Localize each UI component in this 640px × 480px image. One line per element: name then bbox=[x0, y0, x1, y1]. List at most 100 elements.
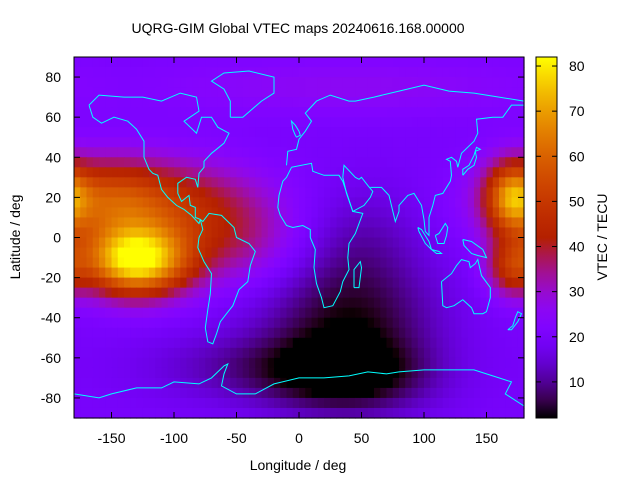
heatmap-cell bbox=[330, 347, 338, 359]
heatmap-cell bbox=[111, 177, 119, 188]
heatmap-cell bbox=[461, 207, 469, 219]
heatmap-cell bbox=[386, 227, 394, 239]
heatmap-cell bbox=[330, 227, 338, 239]
heatmap-cell bbox=[424, 97, 431, 108]
heatmap-cell bbox=[349, 157, 356, 168]
heatmap-cell bbox=[80, 177, 88, 188]
heatmap-cell bbox=[336, 87, 344, 98]
heatmap-cell bbox=[274, 257, 281, 269]
heatmap-cell bbox=[174, 167, 181, 178]
heatmap-cell bbox=[230, 177, 238, 188]
heatmap-cell bbox=[180, 377, 188, 389]
heatmap-cell bbox=[167, 277, 175, 289]
heatmap-cell bbox=[186, 407, 194, 419]
heatmap-cell bbox=[117, 257, 125, 269]
heatmap-cell bbox=[74, 407, 81, 419]
heatmap-cell bbox=[267, 407, 275, 419]
heatmap-cell bbox=[192, 357, 200, 369]
heatmap-cell bbox=[74, 77, 81, 88]
heatmap-cell bbox=[367, 177, 375, 188]
heatmap-cell bbox=[292, 377, 300, 389]
heatmap-cell bbox=[480, 407, 488, 419]
heatmap-cell bbox=[449, 377, 456, 389]
heatmap-cell bbox=[474, 187, 481, 198]
heatmap-cell bbox=[280, 137, 288, 148]
heatmap-cell bbox=[111, 287, 119, 299]
heatmap-cell bbox=[236, 147, 244, 158]
heatmap-cell bbox=[199, 207, 206, 219]
heatmap-cell bbox=[399, 237, 406, 249]
heatmap-cell bbox=[449, 137, 456, 148]
heatmap-cell bbox=[367, 97, 375, 108]
heatmap-cell bbox=[436, 207, 444, 219]
coastline bbox=[462, 146, 482, 176]
heatmap-cell bbox=[99, 157, 106, 168]
heatmap-cell bbox=[149, 147, 156, 158]
heatmap-cell bbox=[161, 387, 169, 399]
heatmap-cell bbox=[424, 317, 431, 329]
heatmap-cell bbox=[217, 77, 225, 88]
heatmap-cell bbox=[336, 377, 344, 389]
heatmap-cell bbox=[411, 57, 419, 68]
heatmap-cell bbox=[386, 387, 394, 399]
heatmap-cell bbox=[167, 327, 175, 339]
heatmap-cell bbox=[174, 147, 181, 158]
heatmap-cell bbox=[380, 237, 388, 249]
heatmap-cell bbox=[224, 397, 231, 409]
heatmap-cell bbox=[492, 67, 500, 78]
heatmap-cell bbox=[142, 357, 150, 369]
heatmap-cell bbox=[205, 127, 213, 138]
heatmap-cell bbox=[511, 167, 519, 178]
heatmap-cell bbox=[249, 397, 256, 409]
heatmap-cell bbox=[117, 197, 125, 209]
heatmap-cell bbox=[105, 347, 113, 359]
heatmap-cell bbox=[199, 257, 206, 269]
heatmap-cell bbox=[386, 377, 394, 389]
heatmap-cell bbox=[142, 407, 150, 419]
heatmap-cell bbox=[367, 147, 375, 158]
heatmap-cell bbox=[386, 267, 394, 279]
heatmap-cell bbox=[242, 367, 250, 379]
heatmap-cell bbox=[311, 257, 319, 269]
heatmap-cell bbox=[417, 157, 425, 168]
heatmap-cell bbox=[149, 257, 156, 269]
heatmap-cell bbox=[486, 177, 494, 188]
heatmap-cell bbox=[242, 327, 250, 339]
heatmap-cell bbox=[474, 337, 481, 349]
heatmap-cell bbox=[205, 377, 213, 389]
heatmap-cell bbox=[92, 267, 100, 279]
heatmap-cell bbox=[174, 337, 181, 349]
heatmap-cell bbox=[424, 397, 431, 409]
heatmap-cell bbox=[505, 237, 513, 249]
heatmap-cell bbox=[480, 137, 488, 148]
heatmap-cell bbox=[124, 257, 131, 269]
heatmap-cell bbox=[142, 77, 150, 88]
heatmap-cell bbox=[336, 327, 344, 339]
coastline bbox=[370, 104, 524, 237]
heatmap-cell bbox=[380, 357, 388, 369]
heatmap-cell bbox=[80, 297, 88, 309]
heatmap-cell bbox=[292, 147, 300, 158]
heatmap-cell bbox=[442, 347, 450, 359]
heatmap-cell bbox=[186, 117, 194, 128]
heatmap-cell bbox=[74, 207, 81, 219]
heatmap-cell bbox=[242, 107, 250, 118]
heatmap-cell bbox=[249, 357, 256, 369]
heatmap-cell bbox=[236, 237, 244, 249]
heatmap-cell bbox=[505, 87, 513, 98]
heatmap-cell bbox=[111, 277, 119, 289]
heatmap-cell bbox=[436, 317, 444, 329]
heatmap-cell bbox=[392, 97, 400, 108]
heatmap-cell bbox=[436, 107, 444, 118]
heatmap-cell bbox=[511, 137, 519, 148]
heatmap-cell bbox=[86, 307, 94, 319]
heatmap-cell bbox=[124, 57, 131, 68]
heatmap-cell bbox=[99, 127, 106, 138]
heatmap-cell bbox=[136, 187, 144, 198]
heatmap-cell bbox=[405, 127, 413, 138]
heatmap-cell bbox=[117, 247, 125, 259]
heatmap-cell bbox=[461, 287, 469, 299]
heatmap-cell bbox=[317, 247, 325, 259]
heatmap-cell bbox=[486, 147, 494, 158]
heatmap-cell bbox=[230, 117, 238, 128]
